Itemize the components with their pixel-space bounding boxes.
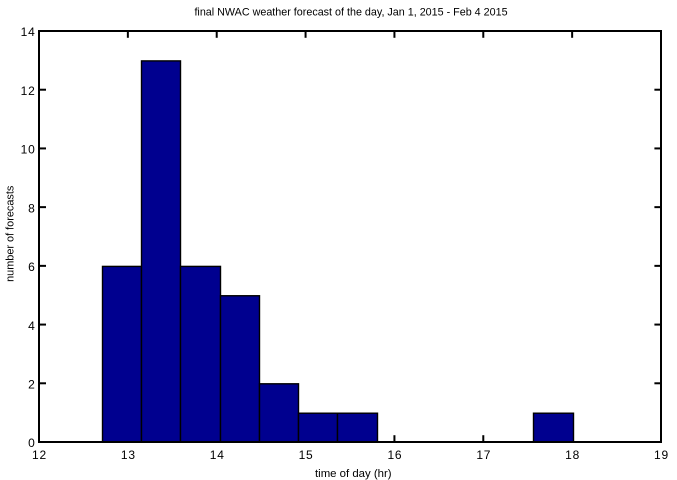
svg-text:10: 10	[21, 143, 36, 157]
svg-text:time of day (hr): time of day (hr)	[315, 468, 392, 480]
svg-text:4: 4	[28, 319, 35, 333]
svg-text:12: 12	[32, 448, 47, 462]
svg-text:14: 14	[210, 448, 225, 462]
svg-text:number of forecasts: number of forecasts	[5, 185, 17, 282]
svg-text:6: 6	[28, 260, 35, 274]
svg-text:15: 15	[299, 448, 314, 462]
svg-text:12: 12	[21, 84, 36, 98]
svg-text:2: 2	[28, 378, 35, 392]
svg-text:14: 14	[21, 25, 36, 39]
svg-text:17: 17	[476, 448, 491, 462]
svg-text:13: 13	[121, 448, 136, 462]
svg-text:final NWAC weather forecast of: final NWAC weather forecast of the day, …	[194, 7, 507, 19]
svg-text:8: 8	[28, 201, 35, 215]
svg-text:16: 16	[387, 448, 402, 462]
svg-text:18: 18	[565, 448, 580, 462]
svg-text:0: 0	[28, 436, 35, 450]
svg-text:19: 19	[654, 448, 669, 462]
